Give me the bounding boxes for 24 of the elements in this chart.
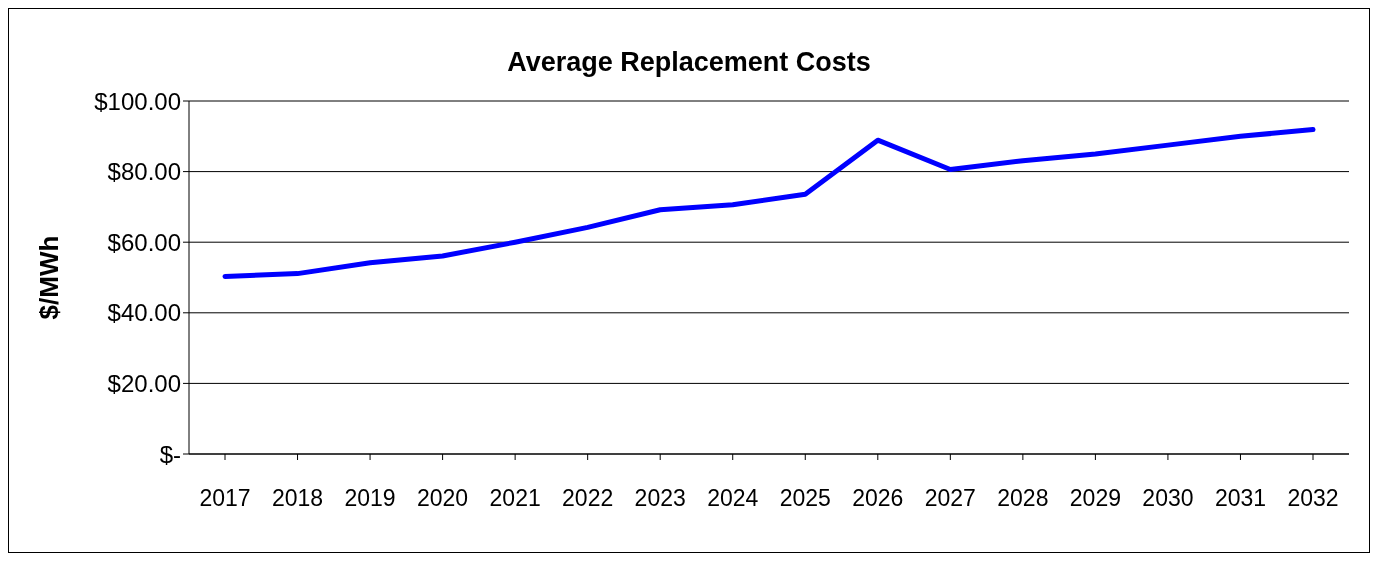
y-tick-label: $- [159, 440, 181, 468]
x-tick-label: 2022 [562, 485, 614, 512]
x-tick-label: 2024 [707, 485, 759, 512]
x-tick-label: 2020 [417, 485, 469, 512]
x-tick-label: 2029 [1069, 485, 1121, 512]
y-axis-title: $/MWh [34, 235, 65, 320]
x-tick-label: 2032 [1287, 485, 1339, 512]
x-tick-label: 2028 [997, 485, 1049, 512]
y-tick-label: $60.00 [107, 228, 181, 256]
y-tick-label: $100.00 [94, 87, 181, 115]
x-tick-label: 2018 [271, 485, 324, 512]
x-tick-label: 2019 [344, 485, 396, 512]
y-tick-label: $20.00 [107, 369, 181, 397]
y-tick-label: $40.00 [107, 299, 181, 327]
x-tick-label: 2017 [199, 485, 251, 512]
x-tick-label: 2026 [852, 485, 904, 512]
x-tick-label: 2025 [779, 485, 831, 512]
y-tick-label: $80.00 [107, 158, 181, 186]
chart-title: Average Replacement Costs [506, 47, 872, 78]
x-tick-label: 2027 [924, 485, 976, 512]
x-tick-label: 2030 [1142, 485, 1194, 512]
x-tick-label: 2023 [634, 485, 686, 512]
x-tick-label: 2031 [1214, 485, 1267, 512]
x-tick-label: 2021 [489, 485, 541, 512]
